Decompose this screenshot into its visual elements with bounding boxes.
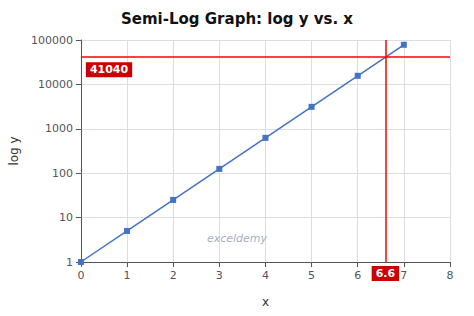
svg-text:8: 8 xyxy=(447,269,454,282)
svg-text:6: 6 xyxy=(354,269,361,282)
svg-text:10000: 10000 xyxy=(38,78,73,91)
svg-text:2: 2 xyxy=(170,269,177,282)
svg-text:1: 1 xyxy=(66,256,73,269)
svg-text:1: 1 xyxy=(124,269,131,282)
svg-text:Semi-Log Graph: log y vs. x: Semi-Log Graph: log y vs. x xyxy=(121,10,353,28)
svg-text:10: 10 xyxy=(59,211,73,224)
svg-text:log y: log y xyxy=(7,136,21,165)
svg-text:4: 4 xyxy=(262,269,269,282)
svg-text:100000: 100000 xyxy=(31,34,73,47)
svg-text:x: x xyxy=(262,295,269,309)
svg-text:1000: 1000 xyxy=(45,122,73,135)
svg-text:0: 0 xyxy=(77,269,84,282)
svg-text:100: 100 xyxy=(52,167,73,180)
svg-text:7: 7 xyxy=(400,269,407,282)
svg-text:5: 5 xyxy=(308,269,315,282)
svg-text:6.6: 6.6 xyxy=(376,267,396,280)
svg-text:41040: 41040 xyxy=(90,63,129,76)
svg-text:3: 3 xyxy=(216,269,223,282)
svg-text:exceldemy: exceldemy xyxy=(207,232,268,245)
